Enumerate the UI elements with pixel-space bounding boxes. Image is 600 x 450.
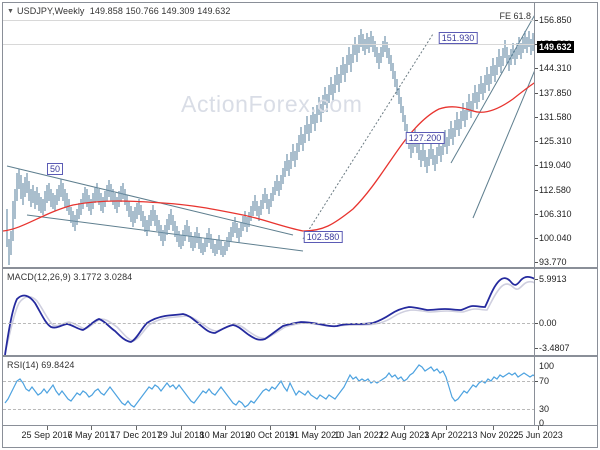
symbol-title: USDJPY,Weekly bbox=[17, 6, 85, 16]
y-tick-4: 131.580 bbox=[539, 112, 572, 122]
time-axis[interactable]: 25 Sep 2016 7 May 2017 17 Dec 2017 29 Ju… bbox=[2, 426, 598, 448]
price-chart-header: ▼ USDJPY,Weekly 149.858 150.766 149.309 1… bbox=[7, 6, 230, 16]
date-label-3: 29 Jul 2018 bbox=[157, 430, 205, 440]
rsi-tick-1: 70 bbox=[539, 376, 550, 386]
rsi-plot-area[interactable] bbox=[3, 357, 535, 425]
descending-channel-upper bbox=[6, 165, 294, 236]
rsi-series-svg bbox=[4, 364, 535, 408]
macd-tick-1: 0.00 bbox=[539, 318, 557, 328]
fib-expansion-label: FE 61.8 bbox=[499, 11, 531, 21]
retracement-label: 127.200 bbox=[405, 132, 445, 144]
rsi-tick-0: 100 bbox=[539, 361, 555, 371]
y-tick-8: 106.310 bbox=[539, 209, 572, 219]
date-label-5: 20 Oct 2019 bbox=[245, 430, 295, 440]
date-label-6: 31 May 2020 bbox=[288, 430, 342, 440]
ohlc-values: 149.858 150.766 149.309 149.632 bbox=[89, 6, 231, 16]
y-tick-5: 125.310 bbox=[539, 136, 572, 146]
y-tick-6: 119.040 bbox=[539, 160, 571, 170]
rsi-title: RSI(14) 69.8424 bbox=[7, 360, 75, 370]
swing-low-label: 102.580 bbox=[303, 231, 343, 243]
macd-tick-2: -3.4807 bbox=[539, 343, 570, 353]
rsi-overbought-line bbox=[3, 381, 535, 382]
macd-panel[interactable]: MACD(12,26,9) 3.1772 3.0284 5.9913 0.00 … bbox=[2, 268, 598, 356]
macd-y-axis[interactable]: 5.9913 0.00 -3.4807 bbox=[534, 269, 597, 355]
rsi-y-axis[interactable]: 100 70 30 0 bbox=[534, 357, 597, 428]
rsi-panel[interactable]: RSI(14) 69.8424 100 70 30 0 bbox=[2, 356, 598, 428]
date-label-8: 22 Aug 2021 bbox=[378, 430, 430, 440]
date-label-1: 7 May 2017 bbox=[67, 430, 115, 440]
date-label-7: 10 Jan 2021 bbox=[334, 430, 384, 440]
date-label-0: 25 Sep 2016 bbox=[21, 430, 73, 440]
gridline-156 bbox=[3, 20, 535, 21]
symbol-dropdown-icon[interactable]: ▼ bbox=[7, 8, 15, 15]
macd-tick-0: 5.9913 bbox=[539, 274, 567, 284]
swing-high-label: 151.930 bbox=[438, 32, 478, 44]
rising-channel-lower bbox=[472, 68, 535, 219]
macd-zero-line bbox=[3, 323, 535, 324]
current-price-label: 149.632 bbox=[537, 41, 574, 53]
macd-plot-area[interactable] bbox=[3, 269, 535, 355]
rsi-oversold-line bbox=[3, 409, 535, 410]
y-tick-0: 156.850 bbox=[539, 15, 572, 25]
macd-title: MACD(12,26,9) 3.1772 3.0284 bbox=[7, 272, 133, 282]
date-label-10: 13 Nov 2022 bbox=[467, 430, 519, 440]
y-tick-3: 137.850 bbox=[539, 88, 572, 98]
gridline-150 bbox=[3, 44, 535, 45]
date-label-11: 25 Jun 2023 bbox=[513, 430, 563, 440]
date-label-2: 17 Dec 2017 bbox=[110, 430, 162, 440]
rising-channel-upper bbox=[450, 13, 535, 164]
price-y-axis[interactable]: 156.850 150.580 144.310 137.850 131.580 … bbox=[534, 3, 597, 267]
y-tick-9: 100.040 bbox=[539, 233, 572, 243]
y-tick-10: 93.770 bbox=[539, 257, 567, 267]
macd-line bbox=[4, 275, 535, 355]
date-label-4: 10 Mar 2019 bbox=[199, 430, 251, 440]
date-label-9: 3 Apr 2022 bbox=[424, 430, 468, 440]
price-plot-area[interactable]: 50 102.580 127.200 151.930 bbox=[3, 3, 535, 267]
price-series-svg bbox=[3, 13, 535, 265]
rsi-tick-3: 0 bbox=[539, 418, 545, 428]
moving-average-line bbox=[3, 81, 535, 232]
macd-series-svg bbox=[4, 275, 535, 355]
site-watermark: ActionForex.com bbox=[181, 91, 363, 117]
rsi-tick-2: 30 bbox=[539, 404, 550, 414]
rally-dashed-trendline bbox=[302, 33, 434, 240]
price-chart-panel[interactable]: ▼ USDJPY,Weekly 149.858 150.766 149.309 1… bbox=[2, 2, 598, 268]
fib-50-label: 50 bbox=[46, 163, 64, 175]
y-tick-7: 112.580 bbox=[539, 185, 571, 195]
rsi-line bbox=[4, 364, 535, 408]
y-tick-2: 144.310 bbox=[539, 63, 572, 73]
macd-signal-line bbox=[4, 280, 535, 354]
